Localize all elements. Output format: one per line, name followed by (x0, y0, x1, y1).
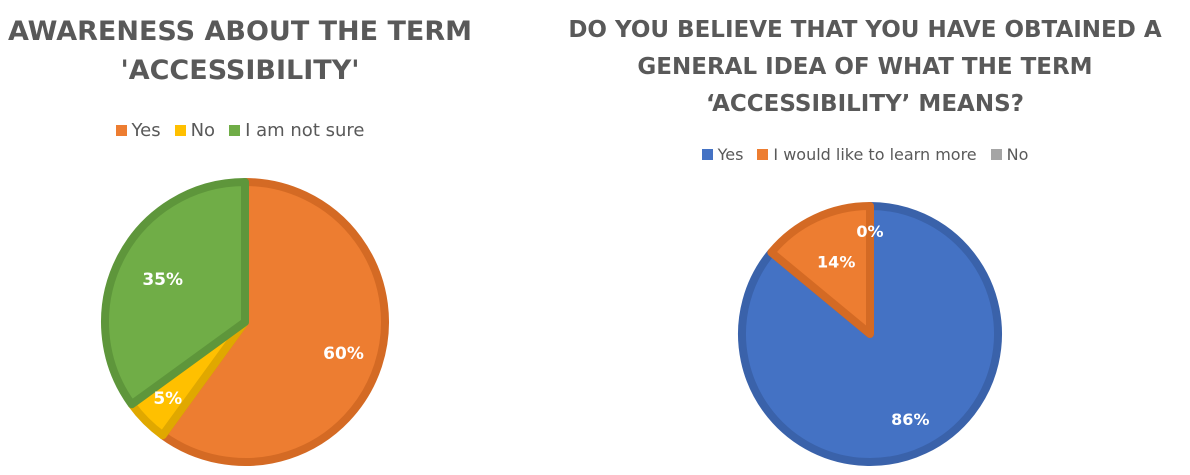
chart-general-idea: DO YOU BELIEVE THAT YOU HAVE OBTAINED A … (540, 0, 1190, 475)
title-line-1: DO YOU BELIEVE THAT YOU HAVE OBTAINED A (568, 17, 1162, 43)
data-label-not-sure: 35% (142, 270, 183, 290)
data-label-yes: 86% (891, 410, 929, 429)
legend-swatch (115, 125, 127, 136)
chart-title: DO YOU BELIEVE THAT YOU HAVE OBTAINED A … (540, 12, 1190, 123)
data-label-no: 5% (153, 389, 182, 409)
legend-swatch (990, 149, 1002, 160)
legend-item-no: No (174, 120, 216, 141)
pie-slice-learn-more (767, 202, 874, 338)
pie-chart: 86% 14%0% (738, 202, 1002, 466)
pie-slice-not-sure (101, 178, 249, 409)
legend-item-learn-more: I would like to learn more (757, 145, 977, 164)
legend-label: Yes (131, 120, 161, 141)
legend-swatch (701, 149, 713, 160)
chart-title: AWARENESS ABOUT THE TERM 'ACCESSIBILITY' (0, 12, 480, 90)
legend-label: I would like to learn more (773, 145, 977, 164)
legend-item-not-sure: I am not sure (229, 120, 364, 141)
legend-item-yes: Yes (701, 145, 744, 164)
legend-swatch (757, 149, 769, 160)
pie-slice-yes (158, 178, 389, 466)
legend: Yes No I am not sure (0, 120, 480, 141)
title-line-2: 'ACCESSIBILITY' (120, 55, 360, 86)
data-label-yes: 60% (323, 344, 364, 364)
title-line-1: AWARENESS ABOUT THE TERM (7, 16, 473, 47)
legend-item-no: No (990, 145, 1029, 164)
title-line-3: ‘ACCESSIBILITY’ MEANS? (706, 91, 1024, 117)
legend-label: No (1006, 145, 1029, 164)
data-label-no: 0% (856, 222, 883, 241)
data-label-learn-more: 14% (817, 253, 855, 272)
legend-swatch (229, 125, 241, 136)
chart-awareness: AWARENESS ABOUT THE TERM 'ACCESSIBILITY'… (0, 0, 480, 475)
legend-swatch (174, 125, 186, 136)
pie-chart: 60% 5% 35% (101, 178, 389, 466)
legend-label: Yes (717, 145, 744, 164)
legend: Yes I would like to learn more No (540, 145, 1190, 164)
legend-label: I am not sure (245, 120, 365, 141)
legend-item-yes: Yes (115, 120, 161, 141)
legend-label: No (190, 120, 216, 141)
title-line-2: GENERAL IDEA OF WHAT THE TERM (637, 54, 1093, 80)
